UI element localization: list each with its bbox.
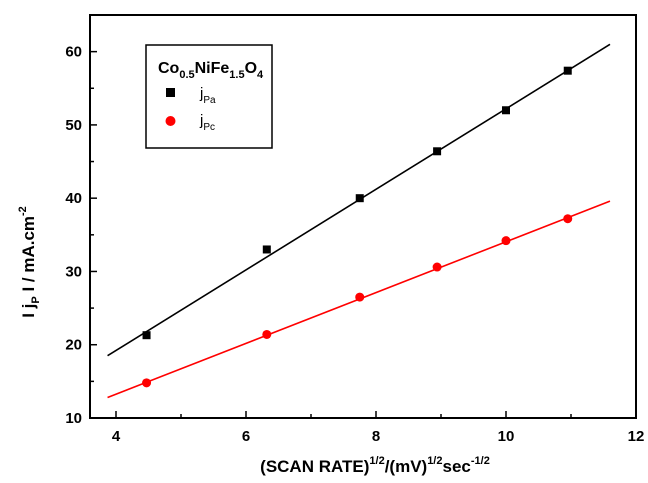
series-pa-point [502, 106, 510, 115]
legend-label-jpa: jPa [199, 85, 216, 106]
legend-title: Co0.5NiFe1.5O4 [158, 60, 264, 81]
series-pc-point [262, 329, 272, 339]
x-axis-label: (SCAN RATE)1/2/(mV)1/2sec-1/2 [260, 455, 490, 476]
y-tick-label: 20 [65, 337, 82, 354]
legend-marker-jpc [165, 116, 176, 126]
y-tick-label: 50 [65, 117, 82, 134]
y-tick-label: 60 [65, 44, 82, 61]
x-tick-label: 4 [112, 428, 121, 445]
series-pc-point [501, 236, 511, 246]
legend-marker-jpa [166, 88, 175, 97]
axes: 4 6 8 10 12 10 20 30 40 50 60 [65, 14, 645, 445]
x-tick-label: 8 [372, 428, 380, 445]
series-pa-point [563, 66, 572, 75]
series-pc-point [142, 378, 152, 388]
x-tick-label: 6 [242, 428, 250, 445]
series-pa-point [142, 331, 151, 340]
series-pc-point [432, 262, 442, 272]
x-tick-label: 12 [628, 428, 645, 445]
y-axis-label: I jP I / mA.cm-2 [17, 206, 42, 318]
series-pa-point [433, 147, 442, 156]
series-pc-point [563, 214, 573, 224]
legend-label-jpc: jPc [199, 112, 215, 133]
legend: Co0.5NiFe1.5O4 jPa jPc [145, 44, 273, 149]
series-pa-point [355, 194, 364, 203]
x-tick-label: 10 [498, 428, 515, 445]
plot-frame [89, 14, 637, 419]
series-pa-point [262, 245, 271, 254]
plot-area [107, 43, 611, 399]
y-tick-label: 30 [65, 263, 82, 280]
y-tick-label: 40 [65, 190, 82, 207]
series-pc-point [355, 292, 365, 302]
y-tick-label: 10 [65, 410, 82, 427]
